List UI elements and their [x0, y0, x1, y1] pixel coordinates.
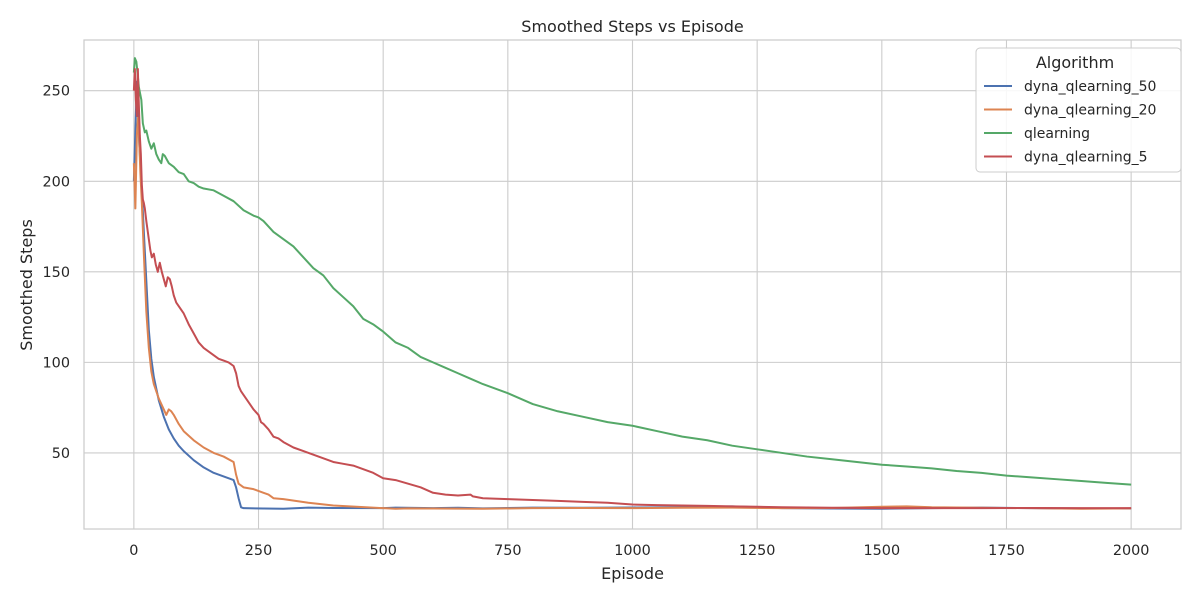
legend-box	[975, 47, 1182, 173]
legend-label-qlearning: qlearning	[1024, 126, 1090, 142]
y-tick-label: 200	[43, 174, 70, 190]
y-tick-label: 150	[43, 265, 70, 281]
x-tick-label: 1500	[864, 543, 901, 559]
legend-label-dyna-qlearning-20: dyna_qlearning_20	[1024, 103, 1156, 119]
legend: Algorithm dyna_qlearning_50 dyna_qlearnin…	[975, 47, 1182, 173]
y-tick-label: 50	[52, 446, 70, 462]
series-line-dyna-qlearning-20	[132, 116, 1132, 510]
y-axis-label: Smoothed Steps	[17, 219, 36, 351]
x-tick-label: 1000	[614, 543, 651, 559]
x-tick-label: 2000	[1113, 543, 1150, 559]
x-tick-labels: 0 250 500 750 1000 1250 1500 1750 2000	[129, 543, 1149, 559]
chart-title: Smoothed Steps vs Episode	[521, 17, 743, 36]
legend-label-dyna-qlearning-5: dyna_qlearning_5	[1024, 150, 1148, 166]
plot-frame	[83, 39, 1182, 530]
x-tick-label: 250	[245, 543, 272, 559]
legend-title: Algorithm	[1036, 53, 1114, 72]
y-tick-label: 100	[43, 355, 70, 371]
x-axis-label: Episode	[601, 564, 664, 583]
x-tick-label: 0	[129, 543, 138, 559]
series-lines	[132, 57, 1132, 510]
y-tick-label: 250	[43, 84, 70, 100]
x-tick-label: 500	[369, 543, 396, 559]
x-tick-label: 750	[494, 543, 521, 559]
y-tick-labels: 50 100 150 200 250	[43, 84, 70, 462]
series-line-qlearning	[132, 57, 1132, 486]
series-line-dyna-qlearning-5	[132, 67, 1132, 510]
x-tick-label: 1750	[988, 543, 1025, 559]
x-tick-label: 1250	[739, 543, 776, 559]
legend-label-dyna-qlearning-50: dyna_qlearning_50	[1024, 79, 1156, 95]
